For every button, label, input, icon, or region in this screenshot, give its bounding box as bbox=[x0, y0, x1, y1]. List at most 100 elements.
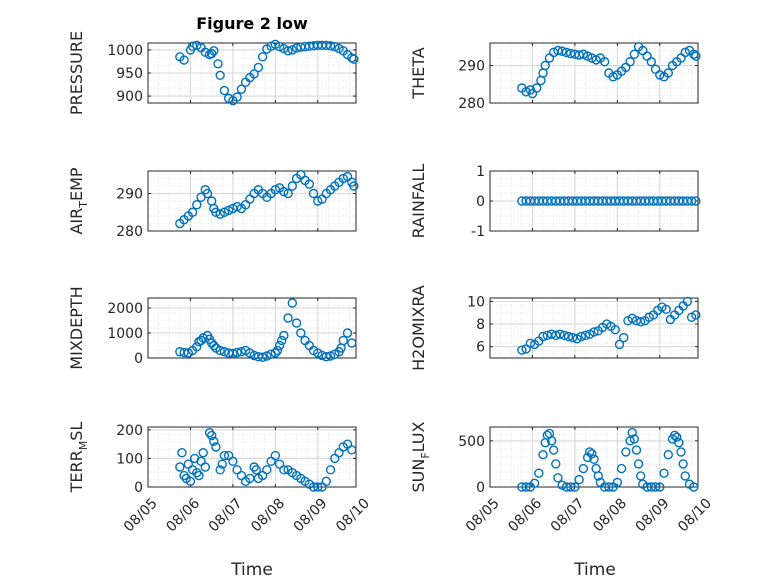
data-point bbox=[672, 432, 682, 442]
data-point bbox=[589, 454, 599, 465]
data-point bbox=[635, 317, 646, 327]
data-point bbox=[674, 437, 684, 448]
data-point bbox=[283, 313, 293, 323]
data-point bbox=[228, 348, 238, 359]
y-tick-label: 950 bbox=[116, 66, 143, 82]
data-point bbox=[198, 448, 208, 458]
y-axis-label-part: AIR bbox=[67, 208, 86, 235]
data-point bbox=[680, 471, 690, 481]
data-point bbox=[635, 471, 646, 481]
y-axis-label: MIXDEPTH bbox=[67, 286, 86, 369]
data-point bbox=[591, 55, 601, 65]
data-point bbox=[228, 456, 238, 466]
data-point bbox=[206, 430, 217, 441]
data-point bbox=[538, 331, 548, 342]
data-point bbox=[557, 46, 567, 56]
data-point bbox=[192, 342, 202, 352]
data-point bbox=[347, 338, 357, 348]
data-point bbox=[559, 330, 569, 341]
data-point bbox=[548, 445, 559, 455]
data-point bbox=[204, 428, 215, 438]
axes-box bbox=[147, 297, 357, 359]
data-point bbox=[633, 459, 644, 469]
data-point bbox=[669, 430, 680, 441]
data-point bbox=[192, 200, 202, 210]
data-point bbox=[296, 328, 306, 338]
data-point bbox=[175, 462, 185, 472]
data-point bbox=[187, 207, 198, 217]
data-point bbox=[209, 46, 219, 56]
axes-box bbox=[147, 170, 357, 232]
data-point bbox=[529, 478, 540, 489]
data-point bbox=[650, 482, 661, 492]
data-point bbox=[676, 447, 686, 457]
y-tick-label: 100 bbox=[116, 451, 143, 467]
y-axis-label: SUNFLUX bbox=[409, 421, 432, 492]
data-point bbox=[219, 85, 230, 96]
data-point bbox=[338, 335, 348, 346]
data-point bbox=[277, 335, 287, 346]
data-point bbox=[551, 459, 561, 469]
data-point bbox=[561, 47, 572, 58]
data-point bbox=[308, 188, 319, 199]
panel-1: 900 950 1000 PRESSURE bbox=[67, 31, 359, 115]
data-point bbox=[215, 345, 225, 356]
data-point bbox=[313, 196, 323, 206]
data-point bbox=[283, 46, 293, 56]
data-point bbox=[219, 450, 230, 461]
y-axis-label: AIRTEMP bbox=[67, 167, 90, 234]
data-point bbox=[223, 205, 234, 216]
data-point bbox=[576, 331, 586, 342]
panel-6: 6 8 10 H2OMIXRA bbox=[409, 285, 701, 371]
data-point bbox=[625, 57, 635, 67]
data-point bbox=[232, 201, 242, 212]
data-point bbox=[185, 476, 196, 486]
data-point bbox=[215, 209, 225, 219]
data-point bbox=[534, 468, 544, 478]
data-point bbox=[211, 442, 221, 452]
y-axis-label-subscript: T bbox=[77, 201, 90, 209]
data-point bbox=[646, 57, 657, 67]
y-tick-label: 8 bbox=[476, 317, 485, 333]
data-point bbox=[574, 474, 584, 485]
data-point bbox=[521, 482, 531, 492]
data-point bbox=[287, 181, 298, 191]
data-point bbox=[274, 340, 285, 351]
data-point bbox=[274, 41, 285, 52]
data-point bbox=[631, 445, 642, 455]
data-point bbox=[291, 318, 302, 328]
data-point bbox=[272, 345, 283, 356]
y-tick-label: 290 bbox=[458, 59, 485, 75]
data-point bbox=[659, 468, 669, 478]
axes-box bbox=[147, 426, 357, 488]
data-point bbox=[321, 476, 331, 486]
data-point bbox=[680, 47, 690, 58]
data-point bbox=[179, 347, 189, 358]
data-point bbox=[219, 347, 230, 357]
data-point bbox=[287, 45, 298, 55]
axes-box bbox=[489, 426, 699, 488]
data-point bbox=[655, 482, 665, 492]
data-point bbox=[192, 468, 202, 478]
y-tick-label: 0 bbox=[476, 480, 485, 496]
data-point bbox=[349, 54, 359, 64]
x-axis-label-left: Time bbox=[230, 560, 273, 580]
y-axis-label: PRESSURE bbox=[67, 31, 86, 115]
data-point bbox=[517, 345, 527, 355]
y-axis-label-part: TERR bbox=[67, 450, 86, 493]
data-point bbox=[614, 339, 625, 350]
data-point bbox=[616, 463, 627, 474]
data-point bbox=[525, 338, 536, 348]
data-point bbox=[580, 330, 591, 341]
axes-box bbox=[489, 297, 699, 359]
data-point bbox=[257, 352, 268, 362]
data-point bbox=[540, 60, 550, 71]
data-point bbox=[691, 310, 701, 320]
data-point bbox=[546, 436, 557, 446]
data-point bbox=[270, 185, 281, 195]
data-point bbox=[349, 181, 359, 191]
data-point bbox=[691, 196, 701, 206]
